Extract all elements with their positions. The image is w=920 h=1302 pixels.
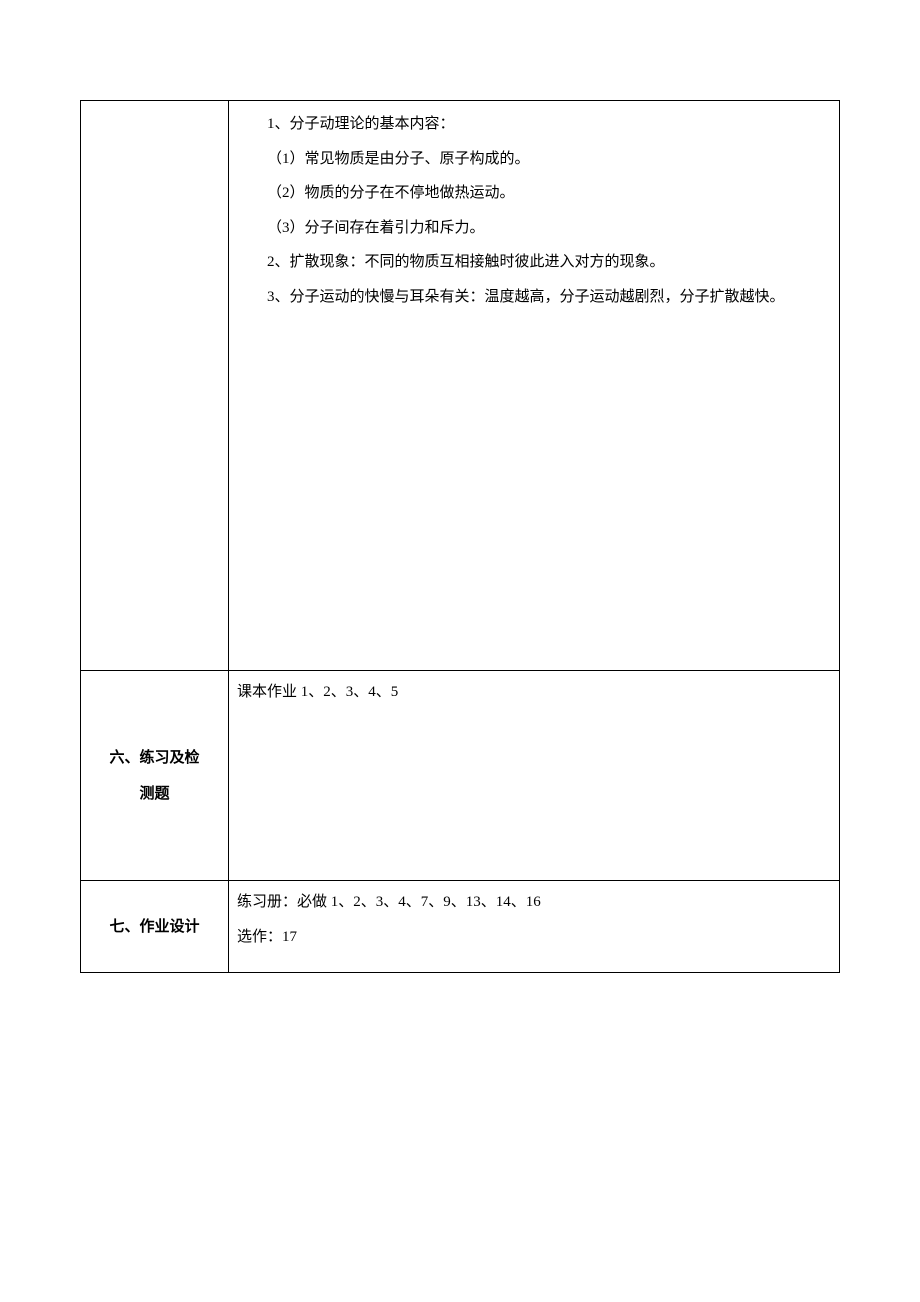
row3-label: 七、作业设计 <box>109 919 199 935</box>
table-row: 七、作业设计 练习册：必做 1、2、3、4、7、9、13、14、16 选作：17 <box>81 881 840 973</box>
row3-content-cell: 练习册：必做 1、2、3、4、7、9、13、14、16 选作：17 <box>229 881 840 973</box>
row1-content-cell: 1、分子动理论的基本内容： （1）常见物质是由分子、原子构成的。 （2）物质的分… <box>229 101 840 671</box>
content-line: （3）分子间存在着引力和斥力。 <box>237 211 829 246</box>
document-page: 1、分子动理论的基本内容： （1）常见物质是由分子、原子构成的。 （2）物质的分… <box>80 100 840 973</box>
table-row: 六、练习及检测题 课本作业 1、2、3、4、5 <box>81 671 840 881</box>
content-line: 选作：17 <box>237 920 829 955</box>
content-line: 1、分子动理论的基本内容： <box>237 107 829 142</box>
row3-label-cell: 七、作业设计 <box>81 881 229 973</box>
table-row: 1、分子动理论的基本内容： （1）常见物质是由分子、原子构成的。 （2）物质的分… <box>81 101 840 671</box>
content-line: （1）常见物质是由分子、原子构成的。 <box>237 142 829 177</box>
lesson-plan-table: 1、分子动理论的基本内容： （1）常见物质是由分子、原子构成的。 （2）物质的分… <box>80 100 840 973</box>
content-line: 2、扩散现象：不同的物质互相接触时彼此进入对方的现象。 <box>237 245 829 280</box>
content-line: 练习册：必做 1、2、3、4、7、9、13、14、16 <box>237 885 829 920</box>
content-line: 课本作业 1、2、3、4、5 <box>237 675 829 710</box>
content-line: （2）物质的分子在不停地做热运动。 <box>237 176 829 211</box>
row2-label-cell: 六、练习及检测题 <box>81 671 229 881</box>
content-line: 3、分子运动的快慢与耳朵有关：温度越高，分子运动越剧烈，分子扩散越快。 <box>237 280 829 315</box>
row2-label: 六、练习及检测题 <box>109 750 199 802</box>
row2-content-cell: 课本作业 1、2、3、4、5 <box>229 671 840 881</box>
row1-label-cell <box>81 101 229 671</box>
